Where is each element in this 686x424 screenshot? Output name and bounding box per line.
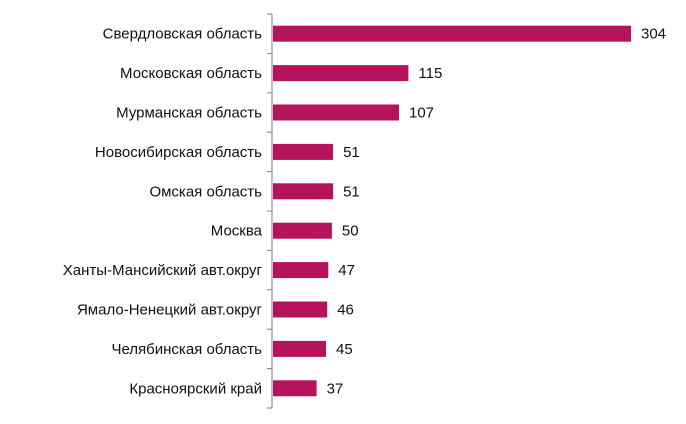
category-label: Мурманская область: [116, 105, 262, 122]
axis-layer: [267, 13, 273, 409]
bar: [273, 301, 328, 318]
value-label: 45: [336, 341, 353, 358]
category-label: Москва: [211, 223, 263, 240]
value-label: 304: [641, 26, 666, 43]
bar: [273, 25, 631, 42]
category-label: Новосибирская область: [95, 144, 262, 161]
bars-layer: [273, 25, 631, 397]
bar: [273, 143, 334, 160]
bar: [273, 104, 399, 121]
category-label: Ханты-Мансийский авт.округ: [63, 262, 263, 279]
category-label: Московская область: [120, 65, 262, 82]
value-label: 51: [343, 144, 360, 161]
category-label: Красноярский край: [129, 380, 262, 397]
bar: [273, 380, 317, 397]
category-label: Челябинская область: [111, 341, 262, 358]
value-label: 46: [337, 302, 354, 319]
category-labels: Свердловская область Московская область Му…: [63, 26, 263, 398]
value-labels: 304 115 107 51 51 50 47 46 45 37: [327, 26, 666, 398]
bar: [273, 222, 332, 239]
category-label: Ямало-Ненецкий авт.округ: [77, 302, 263, 319]
bar: [273, 65, 409, 82]
bar: [273, 183, 334, 200]
category-label: Свердловская область: [103, 26, 263, 43]
value-label: 37: [327, 380, 344, 397]
value-label: 115: [418, 65, 442, 82]
bar: [273, 262, 329, 279]
bar: [273, 340, 326, 357]
category-label: Омская область: [149, 183, 262, 200]
value-label: 51: [343, 183, 360, 200]
value-label: 107: [409, 105, 434, 122]
value-label: 47: [338, 262, 355, 279]
value-label: 50: [342, 223, 359, 240]
